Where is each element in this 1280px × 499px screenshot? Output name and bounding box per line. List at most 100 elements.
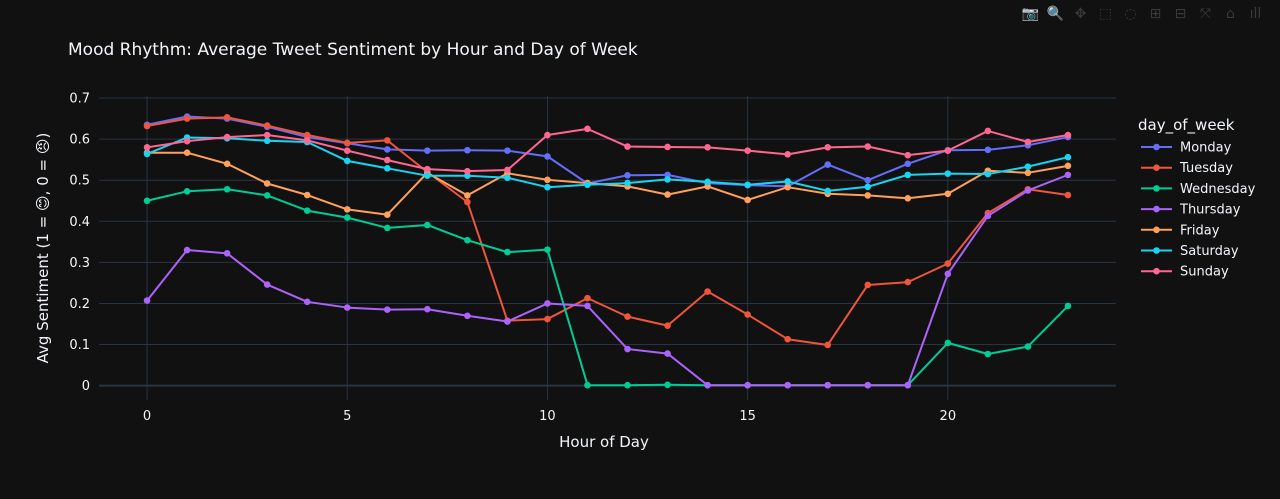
box-select-icon[interactable]: ⬚ [1098, 6, 1113, 22]
data-point[interactable] [704, 178, 711, 186]
data-point[interactable] [343, 206, 351, 213]
data-point[interactable] [1024, 138, 1032, 146]
data-point[interactable] [984, 350, 992, 358]
data-point[interactable] [784, 381, 791, 389]
data-point[interactable] [584, 294, 591, 302]
data-point[interactable] [864, 281, 872, 289]
data-point[interactable] [263, 131, 271, 139]
data-point[interactable] [624, 345, 631, 353]
legend-item-wednesday[interactable]: Wednesday [1141, 182, 1256, 197]
zoom-out-icon[interactable]: ⊟ [1174, 6, 1187, 22]
data-point[interactable] [504, 248, 511, 256]
data-point[interactable] [864, 381, 872, 389]
data-point[interactable] [464, 312, 471, 320]
data-point[interactable] [664, 143, 671, 151]
series-wednesday[interactable] [143, 185, 1072, 389]
data-point[interactable] [544, 176, 551, 184]
data-point[interactable] [744, 381, 751, 389]
data-point[interactable] [1064, 153, 1072, 161]
data-point[interactable] [584, 302, 591, 310]
data-point[interactable] [984, 127, 992, 135]
data-point[interactable] [383, 211, 391, 219]
data-point[interactable] [303, 131, 311, 139]
data-point[interactable] [704, 288, 711, 295]
data-point[interactable] [183, 188, 191, 195]
data-point[interactable] [904, 278, 912, 286]
autoscale-icon[interactable]: ⤧ [1199, 6, 1212, 22]
data-point[interactable] [383, 146, 391, 153]
data-point[interactable] [343, 214, 351, 221]
data-point[interactable] [424, 221, 431, 229]
data-point[interactable] [383, 306, 391, 313]
data-point[interactable] [904, 171, 912, 179]
data-point[interactable] [263, 122, 271, 129]
data-point[interactable] [343, 147, 351, 154]
series-line[interactable] [146, 136, 1069, 192]
data-point[interactable] [664, 350, 671, 357]
plotly-logo-icon[interactable]: ıll [1249, 6, 1262, 22]
data-point[interactable] [544, 246, 551, 253]
data-point[interactable] [704, 183, 711, 190]
data-point[interactable] [784, 151, 791, 158]
data-point[interactable] [343, 139, 351, 147]
legend-item-saturday[interactable]: Saturday [1141, 244, 1239, 259]
pan-icon[interactable]: ✥ [1074, 6, 1087, 22]
series-line[interactable] [146, 173, 1069, 387]
data-point[interactable] [143, 150, 151, 158]
data-point[interactable] [704, 381, 711, 389]
data-point[interactable] [383, 224, 391, 232]
data-point[interactable] [544, 153, 551, 160]
data-point[interactable] [944, 260, 952, 267]
data-point[interactable] [263, 180, 271, 187]
data-point[interactable] [303, 191, 311, 199]
data-point[interactable] [544, 315, 551, 323]
data-point[interactable] [383, 165, 391, 172]
zoom-in-icon[interactable]: ⊞ [1149, 6, 1162, 22]
data-point[interactable] [1024, 343, 1032, 350]
data-point[interactable] [824, 381, 832, 389]
data-point[interactable] [1064, 171, 1072, 179]
data-point[interactable] [824, 341, 832, 349]
data-point[interactable] [424, 147, 431, 154]
data-point[interactable] [944, 270, 952, 278]
data-point[interactable] [744, 147, 751, 154]
data-point[interactable] [303, 207, 311, 214]
data-point[interactable] [744, 311, 751, 318]
data-point[interactable] [1024, 169, 1032, 177]
data-point[interactable] [944, 339, 952, 347]
data-point[interactable] [904, 194, 912, 202]
data-point[interactable] [944, 147, 952, 154]
data-point[interactable] [984, 212, 992, 220]
data-point[interactable] [584, 381, 591, 389]
data-point[interactable] [664, 191, 671, 198]
data-point[interactable] [904, 160, 912, 168]
legend-item-tuesday[interactable]: Tuesday [1141, 161, 1233, 176]
data-point[interactable] [303, 298, 311, 306]
plot-area[interactable] [143, 113, 1072, 389]
data-point[interactable] [504, 147, 511, 154]
series-saturday[interactable] [143, 134, 1072, 195]
data-point[interactable] [464, 146, 471, 154]
data-point[interactable] [1064, 131, 1072, 139]
series-line[interactable] [146, 127, 1069, 173]
data-point[interactable] [464, 236, 471, 244]
data-point[interactable] [864, 183, 872, 191]
data-point[interactable] [1064, 302, 1072, 310]
data-point[interactable] [504, 174, 511, 182]
data-point[interactable] [1064, 191, 1072, 199]
data-point[interactable] [584, 181, 591, 189]
data-point[interactable] [904, 151, 912, 159]
data-point[interactable] [223, 133, 231, 141]
data-point[interactable] [824, 144, 832, 151]
data-point[interactable] [944, 190, 952, 198]
data-point[interactable] [1024, 163, 1032, 170]
data-point[interactable] [824, 187, 832, 195]
data-point[interactable] [263, 192, 271, 199]
data-point[interactable] [984, 170, 992, 178]
data-point[interactable] [424, 305, 431, 313]
data-point[interactable] [664, 171, 671, 179]
data-point[interactable] [864, 192, 872, 199]
legend-item-friday[interactable]: Friday [1141, 223, 1220, 238]
data-point[interactable] [944, 170, 952, 177]
legend-item-sunday[interactable]: Sunday [1141, 265, 1229, 280]
